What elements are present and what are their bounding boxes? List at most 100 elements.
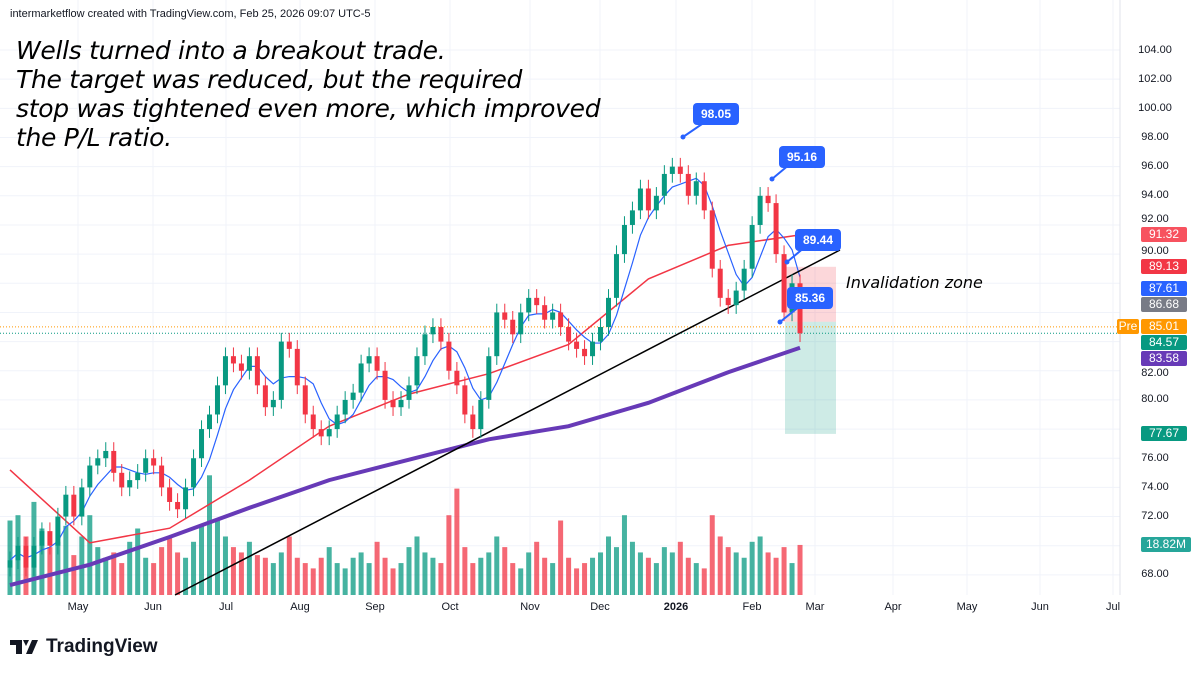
candle <box>406 385 412 400</box>
candle <box>773 203 779 255</box>
candle <box>629 210 635 225</box>
candle <box>278 341 284 400</box>
candle <box>326 429 332 437</box>
candle <box>334 414 340 430</box>
candle <box>693 181 699 196</box>
callout-dot <box>777 319 783 325</box>
candle <box>550 312 556 320</box>
volume-bar <box>175 552 181 595</box>
x-tick: Apr <box>884 601 902 613</box>
tradingview-logo-icon <box>10 640 38 654</box>
volume-bar <box>661 547 667 595</box>
candle <box>390 399 396 408</box>
invalidation-zone-label: Invalidation zone <box>846 273 983 292</box>
volume-bar <box>350 557 356 595</box>
callout-dot <box>784 259 790 265</box>
candle <box>159 465 165 488</box>
candle <box>262 385 268 408</box>
volume-bar <box>207 475 212 595</box>
volume-bar <box>462 547 468 595</box>
volume-bar <box>534 541 540 595</box>
tradingview-logo[interactable]: TradingView <box>10 636 158 658</box>
volume-bar <box>685 557 691 595</box>
candle <box>398 399 404 408</box>
logo-text: TradingView <box>46 636 158 657</box>
candle <box>55 516 61 546</box>
volume-bar <box>550 563 556 595</box>
candle <box>510 319 516 335</box>
volume-bar <box>159 547 165 595</box>
volume-bar <box>334 563 340 595</box>
volume-bar <box>222 536 228 595</box>
volume-bar <box>454 488 460 595</box>
volume-bar <box>446 515 452 595</box>
volume-bar <box>199 525 205 595</box>
volume-bar <box>438 563 444 595</box>
candle <box>63 494 69 517</box>
candle <box>733 290 739 306</box>
annotation-note: Wells turned into a breakout trade. The … <box>16 36 601 152</box>
volume-bar <box>478 557 484 595</box>
trendline <box>174 249 841 596</box>
callout-dot <box>680 134 686 140</box>
candle <box>254 356 260 386</box>
volume-bar <box>582 563 588 595</box>
candle <box>246 356 252 371</box>
candle <box>366 356 372 364</box>
volume-bar <box>430 557 436 595</box>
callout-dot <box>769 176 775 182</box>
volume-bar <box>510 563 516 595</box>
volume-bar <box>238 552 244 595</box>
candle <box>350 392 356 400</box>
premarket-tag: Pre <box>1117 319 1139 335</box>
callout-89-44[interactable]: 89.44 <box>795 229 842 251</box>
volume-bar <box>366 563 372 595</box>
y-tick: 82.00 <box>1141 367 1169 380</box>
ma-fast-line <box>9 177 801 561</box>
candle <box>87 465 93 488</box>
volume-label: 18.82M <box>1141 537 1191 552</box>
volume-bar <box>566 557 572 595</box>
x-tick: Aug <box>290 601 310 613</box>
x-tick: May <box>956 601 978 613</box>
volume-bar <box>262 557 268 595</box>
volume-bar <box>558 520 564 595</box>
x-tick: Jul <box>218 601 234 613</box>
candle <box>590 341 596 357</box>
price-label: 87.61 <box>1141 281 1187 297</box>
callout-85-36[interactable]: 85.36 <box>787 287 834 309</box>
volume-bar <box>637 552 643 595</box>
candle <box>214 385 220 415</box>
candle <box>103 450 109 459</box>
candle <box>270 399 276 408</box>
candle <box>598 327 604 342</box>
volume-bar <box>669 552 675 595</box>
volume-bar <box>286 536 292 595</box>
volume-bar <box>103 557 109 595</box>
callout-98-05[interactable]: 98.05 <box>693 103 740 125</box>
candle <box>318 429 324 437</box>
candle <box>566 327 572 342</box>
volume-bar <box>693 563 699 595</box>
volume-bar <box>606 536 611 595</box>
attribution: intermarketflow created with TradingView… <box>10 8 371 20</box>
volume-bar <box>773 557 779 595</box>
candle <box>79 487 85 517</box>
volume-bar <box>494 536 500 595</box>
volume-bar <box>326 547 332 595</box>
volume-bar <box>406 547 412 595</box>
candle <box>414 356 420 386</box>
volume-bar <box>246 541 252 595</box>
callout-95-16[interactable]: 95.16 <box>779 146 826 168</box>
candle <box>95 458 101 466</box>
volume-bar <box>111 552 117 595</box>
candle <box>191 458 197 488</box>
candle <box>446 341 452 371</box>
candle <box>7 560 13 568</box>
ma-slow-line <box>9 345 801 588</box>
volume-bar <box>653 563 659 595</box>
candle <box>781 254 787 313</box>
volume-bar <box>789 563 795 595</box>
